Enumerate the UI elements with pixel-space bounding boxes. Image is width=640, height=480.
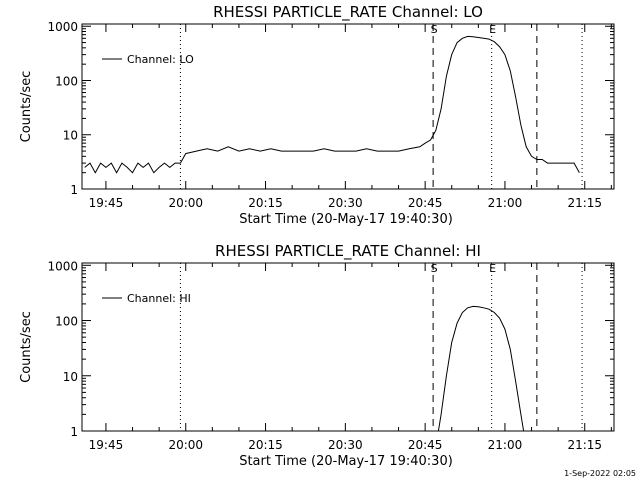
plot-frame-hi [81,262,615,432]
panel-hi: RHESSI PARTICLE_RATE Channel: HI 1101001… [19,242,615,469]
marker-label-s: S [431,23,438,36]
series-line [84,35,580,174]
marker-label-e: E [489,262,496,275]
legend-lo: Channel: LO [102,53,194,66]
series-lo [84,35,580,174]
x-tick-label: 20:00 [168,438,203,452]
y-tick-label: 10 [63,370,78,384]
y-tick-label: 1 [70,425,78,439]
legend-hi: Channel: HI [102,292,191,305]
x-tick-label: 21:15 [567,196,602,210]
x-tick-label: 20:45 [408,438,443,452]
x-tick-label: 21:15 [567,438,602,452]
x-tick-label: 19:45 [89,196,124,210]
plot-frame-lo [81,23,615,190]
marker-label-e: E [489,23,496,36]
footer-date: 1-Sep-2022 02:05 [564,469,636,478]
series-hi [437,305,525,432]
y-axis-label-hi: Counts/sec [19,311,34,383]
x-tick-label: 20:45 [408,196,443,210]
panel-lo: RHESSI PARTICLE_RATE Channel: LO 1101001… [19,3,615,227]
y-tick-label: 1 [70,183,78,197]
chart-title-lo: RHESSI PARTICLE_RATE Channel: LO [213,3,483,22]
series-line [437,305,525,432]
y-tick-label: 10 [63,129,78,143]
x-tick-label: 20:15 [248,438,283,452]
x-tick-label: 20:30 [328,196,363,210]
x-tick-label: 21:00 [488,438,523,452]
y-axis-label-lo: Counts/sec [19,71,34,143]
y-axis-hi: 1 10 100 1000 [47,259,614,439]
x-axis-label-lo: Start Time (20-May-17 19:40:30) [239,212,453,227]
x-tick-label: 20:15 [248,196,283,210]
x-tick-label: 19:45 [89,438,124,452]
y-tick-label: 100 [55,74,78,88]
legend-label-lo: Channel: LO [127,53,194,66]
x-tick-label: 21:00 [488,196,523,210]
y-tick-label: 1000 [47,259,78,273]
x-axis-lo: 19:45 20:00 20:15 20:30 20:45 21:00 21:15 [89,24,612,210]
y-axis-lo: 1 10 100 1000 [47,20,614,197]
y-tick-label: 100 [55,315,78,329]
marker-label-s: S [431,262,438,275]
x-axis-hi: 19:45 20:00 20:15 20:30 20:45 21:00 21:15 [89,263,612,452]
y-tick-label: 1000 [47,20,78,34]
x-tick-label: 20:00 [168,196,203,210]
x-tick-label: 20:30 [328,438,363,452]
legend-label-hi: Channel: HI [127,292,191,305]
x-axis-label-hi: Start Time (20-May-17 19:40:30) [239,454,453,469]
chart-title-hi: RHESSI PARTICLE_RATE Channel: HI [215,242,481,261]
